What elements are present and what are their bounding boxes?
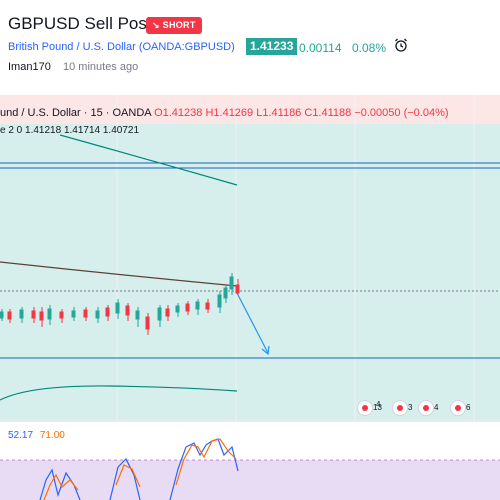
- upper-band: [59, 134, 238, 186]
- projection-arrow: [236, 292, 269, 354]
- oscillator-value-2: 71.00: [39, 430, 65, 441]
- oscillator-legend: 52.17 71.00: [8, 430, 65, 441]
- event-marker-1[interactable]: 13: [357, 400, 382, 416]
- event-marker-4[interactable]: 4: [418, 400, 438, 416]
- candles: [0, 273, 240, 335]
- alarm-clock-icon[interactable]: [393, 37, 409, 53]
- legend-low: L1.41186: [256, 107, 302, 119]
- idea-title: GBPUSD Sell Posi.: [8, 14, 156, 33]
- legend-symbol: und / U.S. Dollar · 15 · OANDA: [0, 107, 151, 119]
- oscillator-band: [0, 460, 500, 500]
- middle-band: [0, 261, 238, 287]
- take-profit-zone: [0, 124, 500, 420]
- price-change: 0.00114: [299, 41, 342, 55]
- price-chart[interactable]: [0, 95, 500, 500]
- event-marker-3[interactable]: 3: [392, 400, 412, 416]
- legend-open: O1.41238: [154, 107, 203, 119]
- legend-change: −0.00050 (−0.04%): [354, 107, 449, 119]
- price-label: 1.41233: [246, 38, 298, 55]
- legend-close: C1.41188: [304, 107, 352, 119]
- price-change-percent: 0.08%: [352, 41, 387, 55]
- chart-legend: und / U.S. Dollar · 15 · OANDA O1.41238 …: [0, 107, 449, 119]
- indicator-legend: e 2 0 1.41218 1.41714 1.40721: [0, 125, 140, 136]
- author-name[interactable]: Iman170: [8, 61, 51, 73]
- lower-band: [0, 385, 238, 401]
- symbol-link[interactable]: British Pound / U.S. Dollar (OANDA:GBPUS…: [8, 41, 235, 53]
- short-badge: ↘ SHORT: [146, 17, 202, 34]
- stop-loss-zone: [0, 95, 500, 124]
- event-marker-2[interactable]: 4: [376, 400, 381, 409]
- idea-header: GBPUSD Sell Posi. ↘ SHORT British Pound …: [0, 0, 500, 95]
- oscillator-value-1: 52.17: [8, 430, 34, 441]
- oscillator-line-orange: [43, 438, 237, 500]
- event-marker-5[interactable]: 6: [450, 400, 470, 416]
- legend-high: H1.41269: [205, 107, 254, 119]
- publish-time: 10 minutes ago: [63, 61, 139, 73]
